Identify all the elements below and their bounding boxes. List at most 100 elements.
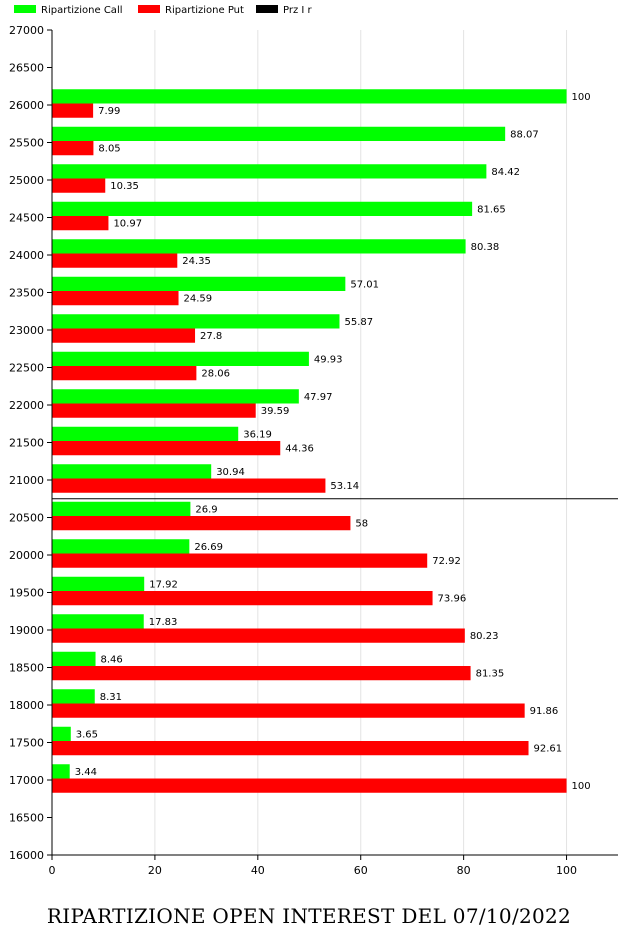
bar-put-24000 <box>52 253 178 268</box>
chart-title: RIPARTIZIONE OPEN INTEREST DEL 07/10/202… <box>46 904 572 928</box>
bar-call-24500 <box>52 201 473 216</box>
data-label-put-18500: 81.35 <box>476 669 505 680</box>
bar-put-18500 <box>52 666 471 681</box>
data-label-put-23500: 24.59 <box>184 294 213 305</box>
data-label-call-18500: 8.46 <box>101 654 123 665</box>
legend: Ripartizione Call Ripartizione Put Prz I r <box>14 5 313 16</box>
x-tick-label-60: 60 <box>354 864 368 877</box>
y-tick-label-17500: 17500 <box>9 737 44 750</box>
y-tick-label-22500: 22500 <box>9 362 44 375</box>
bar-put-19000 <box>52 628 465 643</box>
data-label-put-19500: 73.96 <box>438 594 467 605</box>
data-label-call-22000: 47.97 <box>304 392 333 403</box>
bar-put-21000 <box>52 478 326 493</box>
y-tick-label-19500: 19500 <box>9 587 44 600</box>
bar-call-26000 <box>52 89 567 104</box>
data-label-call-17500: 3.65 <box>76 729 98 740</box>
data-label-call-22500: 49.93 <box>314 354 343 365</box>
bar-call-24000 <box>52 239 466 254</box>
data-label-call-24000: 80.38 <box>471 242 500 253</box>
y-tick-label-18000: 18000 <box>9 699 44 712</box>
legend-label-put: Ripartizione Put <box>165 5 244 16</box>
y-tick-label-22000: 22000 <box>9 399 44 412</box>
data-label-call-18000: 8.31 <box>100 692 122 703</box>
data-label-call-21000: 30.94 <box>216 467 245 478</box>
x-tick-label-20: 20 <box>148 864 162 877</box>
data-label-call-23500: 57.01 <box>350 279 379 290</box>
data-label-put-17500: 92.61 <box>534 744 563 755</box>
data-label-call-19000: 17.83 <box>149 617 178 628</box>
y-tick-label-17000: 17000 <box>9 774 44 787</box>
bar-call-22000 <box>52 389 299 404</box>
bar-put-17500 <box>52 741 529 756</box>
data-label-put-24500: 10.97 <box>113 219 142 230</box>
legend-swatch-call <box>14 5 36 13</box>
bar-put-19500 <box>52 591 433 606</box>
data-label-call-17000: 3.44 <box>75 767 97 778</box>
legend-swatch-put <box>138 5 160 13</box>
data-label-put-24000: 24.35 <box>182 256 211 267</box>
data-label-put-21500: 44.36 <box>285 444 314 455</box>
y-tick-label-25500: 25500 <box>9 137 44 150</box>
data-label-put-21000: 53.14 <box>330 481 359 492</box>
data-label-call-20000: 26.69 <box>194 542 223 553</box>
bar-put-20500 <box>52 516 351 531</box>
y-tick-label-27000: 27000 <box>9 24 44 37</box>
data-label-put-22000: 39.59 <box>261 406 290 417</box>
bar-put-22500 <box>52 366 197 381</box>
y-tick-label-19000: 19000 <box>9 624 44 637</box>
y-tick-label-18500: 18500 <box>9 662 44 675</box>
data-label-put-23000: 27.8 <box>200 331 222 342</box>
bar-put-25500 <box>52 141 94 156</box>
bar-put-23500 <box>52 291 179 306</box>
bar-call-22500 <box>52 351 309 366</box>
bar-put-26000 <box>52 103 94 118</box>
data-label-call-24500: 81.65 <box>477 204 506 215</box>
y-tick-label-25000: 25000 <box>9 174 44 187</box>
x-tick-label-100: 100 <box>556 864 577 877</box>
bar-call-17000 <box>52 764 70 779</box>
bar-call-19500 <box>52 576 145 591</box>
legend-label-prz: Prz I r <box>283 5 313 16</box>
x-tick-label-40: 40 <box>251 864 265 877</box>
data-label-call-25000: 84.42 <box>491 167 520 178</box>
y-tick-label-16000: 16000 <box>9 849 44 862</box>
y-tick-label-26500: 26500 <box>9 62 44 75</box>
data-label-put-25500: 8.05 <box>98 144 120 155</box>
data-label-call-20500: 26.9 <box>195 504 217 515</box>
bar-call-20000 <box>52 539 190 554</box>
open-interest-chart: 3.44 100 3.65 92.61 8.31 91.86 8.46 81.35 17.83 8… <box>9 5 618 877</box>
x-tick-label-0: 0 <box>49 864 56 877</box>
bar-call-25500 <box>52 126 506 141</box>
data-label-call-21500: 36.19 <box>243 429 272 440</box>
data-label-put-20500: 58 <box>355 519 368 530</box>
y-tick-label-23500: 23500 <box>9 287 44 300</box>
y-tick-label-20000: 20000 <box>9 549 44 562</box>
bar-call-23500 <box>52 276 346 291</box>
y-tick-label-21000: 21000 <box>9 474 44 487</box>
bar-call-23000 <box>52 314 340 329</box>
data-label-put-22500: 28.06 <box>201 369 230 380</box>
y-tick-label-16500: 16500 <box>9 812 44 825</box>
bar-call-17500 <box>52 726 71 741</box>
bar-call-18500 <box>52 651 96 666</box>
data-label-call-26000: 100 <box>572 92 591 103</box>
data-label-put-18000: 91.86 <box>530 706 559 717</box>
bar-put-20000 <box>52 553 428 568</box>
bar-put-24500 <box>52 216 109 231</box>
legend-swatch-prz <box>256 5 278 13</box>
data-label-put-25000: 10.35 <box>110 181 139 192</box>
data-label-call-23000: 55.87 <box>344 317 373 328</box>
bar-put-22000 <box>52 403 256 418</box>
y-tick-label-24000: 24000 <box>9 249 44 262</box>
data-label-put-26000: 7.99 <box>98 106 120 117</box>
bar-put-17000 <box>52 778 567 793</box>
data-label-put-19000: 80.23 <box>470 631 499 642</box>
bars-group: 3.44 100 3.65 92.61 8.31 91.86 8.46 81.35 17.83 8… <box>52 89 591 793</box>
bar-call-21000 <box>52 464 212 479</box>
axes-group: 0 20 40 60 80 100 16000 16500 17000 17500 18000 185… <box>9 24 618 877</box>
data-label-call-19500: 17.92 <box>149 579 178 590</box>
data-label-put-20000: 72.92 <box>432 556 461 567</box>
bar-put-23000 <box>52 328 196 343</box>
bar-call-21500 <box>52 426 239 441</box>
